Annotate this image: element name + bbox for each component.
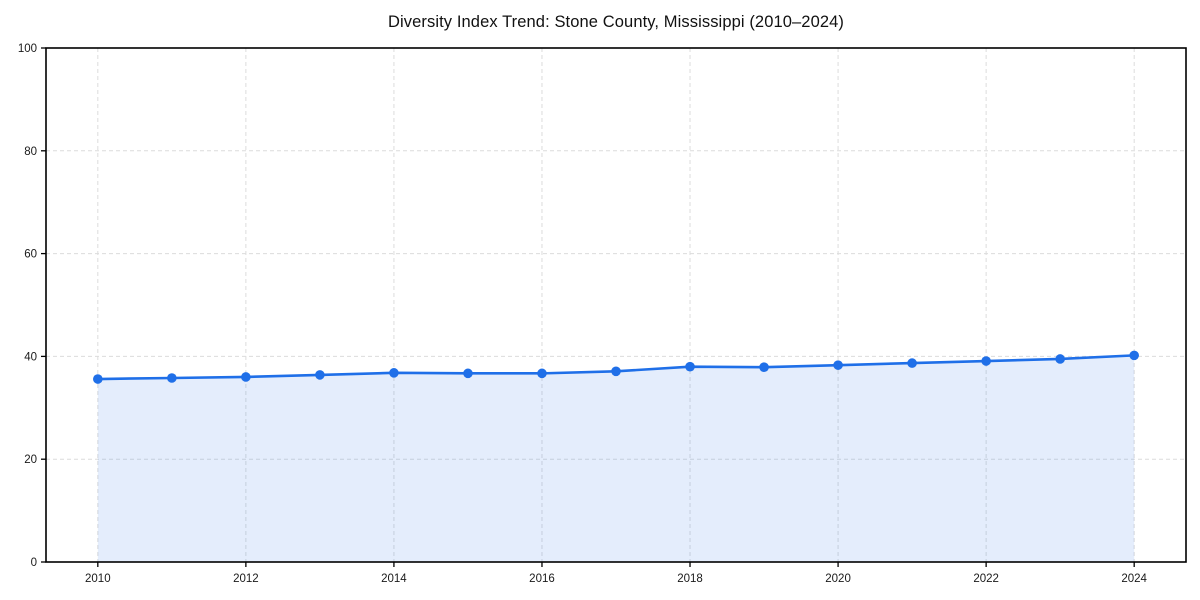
y-axis-tick-label: 0	[31, 557, 37, 569]
y-axis-tick-label: 20	[24, 454, 37, 466]
grid-lines	[46, 48, 1186, 562]
x-axis-tick-label: 2010	[85, 573, 111, 585]
chart-title: Diversity Index Trend: Stone County, Mis…	[388, 13, 844, 31]
y-axis-tick-label: 100	[18, 43, 37, 55]
x-axis-tick-label: 2022	[973, 573, 999, 585]
data-point-marker	[315, 370, 325, 380]
x-axis-tick-label: 2012	[233, 573, 259, 585]
x-axis-tick-label: 2020	[825, 573, 851, 585]
y-axis-tick-label: 80	[24, 146, 37, 158]
data-point-marker	[389, 368, 399, 378]
data-point-marker	[537, 368, 547, 379]
y-axis-tick-label: 60	[24, 249, 37, 261]
data-point-marker	[1129, 350, 1139, 361]
area-fill	[97, 355, 1135, 562]
plot-border	[45, 47, 1187, 563]
axis-tick-labels: 2010 2012 2014 2016 2018 2020 2022 2024 0 20 40 60 8…	[18, 43, 1148, 585]
data-point-marker	[981, 356, 991, 366]
data-point-marker	[685, 361, 695, 372]
data-point-marker	[167, 373, 177, 383]
data-point-marker	[759, 362, 769, 372]
data-point-marker	[1055, 354, 1065, 364]
x-axis-tick-label: 2018	[677, 573, 703, 585]
y-axis-tick-label: 40	[24, 351, 37, 363]
x-axis-tick-label: 2024	[1121, 573, 1147, 585]
data-point-marker	[241, 372, 251, 382]
x-axis-tick-label: 2016	[529, 573, 555, 585]
data-point-markers	[93, 350, 1139, 384]
data-point-marker	[907, 358, 917, 368]
data-point-marker	[611, 366, 621, 377]
data-point-marker	[463, 368, 473, 379]
data-point-marker	[833, 360, 843, 370]
axis-ticks	[41, 47, 1135, 567]
data-point-marker	[93, 374, 103, 384]
x-axis-tick-label: 2014	[381, 573, 407, 585]
